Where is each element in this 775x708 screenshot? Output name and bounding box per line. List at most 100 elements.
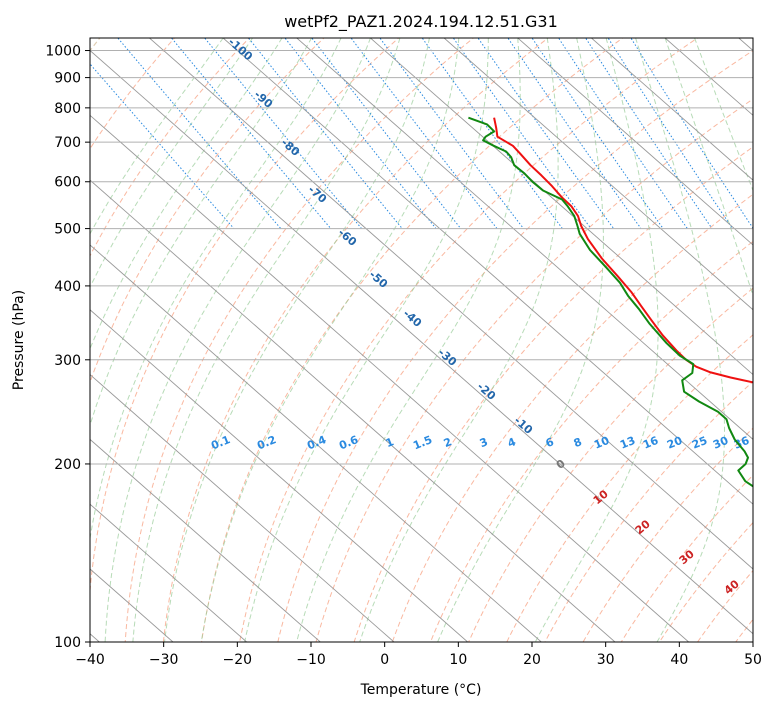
x-tick-label: 30 bbox=[597, 652, 615, 668]
moist-adiabat-line bbox=[90, 38, 312, 427]
dewpoint-profile-line bbox=[468, 116, 753, 488]
mixing-ratio-label: 20 bbox=[665, 434, 684, 452]
y-tick-label: 700 bbox=[54, 135, 81, 151]
dry-adiabat-line bbox=[506, 334, 753, 642]
isotherm-line bbox=[90, 373, 395, 642]
moist-adiabat-line bbox=[664, 38, 753, 298]
mixing-ratio-label: 36 bbox=[732, 434, 751, 452]
x-axis-ticks: −40 −30 −20 −10 0 10 20 30 40 50 bbox=[75, 642, 762, 668]
dry-adiabat-line bbox=[239, 38, 699, 642]
mixing-ratio-line bbox=[379, 38, 524, 229]
dry-adiabat-line bbox=[90, 38, 176, 150]
dry-adiabat-line bbox=[391, 193, 753, 642]
moist-adiabat-line bbox=[534, 38, 659, 642]
dry-adiabats bbox=[90, 36, 775, 653]
dry-adiabat-line bbox=[620, 474, 753, 642]
moist-adiabat-line bbox=[200, 38, 460, 642]
dry-adiabat-line bbox=[90, 38, 325, 384]
moist-adiabat-line bbox=[132, 38, 401, 642]
isotherm-line bbox=[90, 503, 248, 642]
dry-adiabat-line bbox=[201, 38, 624, 642]
mixing-ratio-line bbox=[452, 38, 592, 229]
y-axis-label: Pressure (hPa) bbox=[11, 290, 27, 390]
dry-adiabat-line bbox=[544, 380, 753, 642]
isotherm-line bbox=[443, 38, 753, 311]
moist-adiabat-line bbox=[90, 38, 283, 351]
dry-adiabat-line bbox=[766, 36, 775, 653]
y-tick-label: 900 bbox=[54, 71, 81, 87]
isotherm-line bbox=[148, 38, 753, 570]
y-tick-label: 500 bbox=[54, 222, 81, 238]
mixing-ratio-label: 16 bbox=[641, 434, 660, 452]
isotherm-line bbox=[222, 38, 753, 505]
x-tick-label: −30 bbox=[149, 652, 179, 668]
dry-adiabat-line bbox=[468, 287, 753, 642]
moist-adiabat-line bbox=[104, 38, 371, 642]
y-tick-label: 200 bbox=[54, 457, 81, 473]
mixing-ratio-line bbox=[558, 38, 688, 229]
mixing-ratio-label: 3 bbox=[478, 435, 490, 450]
mixing-ratio-line bbox=[630, 38, 753, 229]
mixing-ratio-line bbox=[477, 38, 614, 229]
mixing-ratio-label: 1 bbox=[384, 435, 396, 450]
dry-adiabat-line bbox=[353, 146, 753, 642]
x-tick-label: 40 bbox=[670, 652, 688, 668]
plot-frame bbox=[89, 37, 754, 643]
y-tick-label: 800 bbox=[54, 101, 81, 117]
mixing-ratio-label: 8 bbox=[572, 435, 584, 450]
mixing-ratio-line bbox=[311, 38, 461, 229]
y-tick-label: 600 bbox=[54, 175, 81, 191]
x-axis-label: Temperature (°C) bbox=[360, 682, 482, 698]
mixing-ratio-line bbox=[247, 38, 403, 229]
x-tick-label: −40 bbox=[75, 652, 105, 668]
isotherm-line bbox=[517, 38, 753, 246]
y-tick-label: 100 bbox=[54, 635, 81, 651]
mixing-ratio-lines bbox=[90, 38, 753, 229]
x-tick-label: 50 bbox=[744, 652, 762, 668]
temperature-profile-line bbox=[493, 117, 753, 384]
mixing-ratio-line bbox=[421, 38, 563, 229]
moist-adiabat-line bbox=[635, 38, 725, 642]
mixing-ratio-label: 10 bbox=[592, 434, 611, 452]
moist-adiabat-line bbox=[90, 38, 342, 542]
dry-adiabat-line bbox=[429, 240, 753, 642]
mixing-ratio-line bbox=[507, 38, 642, 229]
y-tick-label: 400 bbox=[54, 279, 81, 295]
y-tick-label: 1000 bbox=[45, 44, 81, 60]
mixing-ratio-label: 2 bbox=[442, 435, 454, 450]
x-tick-label: 0 bbox=[380, 652, 389, 668]
moist-adiabat-line bbox=[296, 38, 521, 642]
isotherm-line bbox=[90, 49, 753, 635]
isotherm-line bbox=[590, 38, 753, 181]
mixing-ratio-label: 25 bbox=[690, 434, 709, 452]
dry-adiabat-line bbox=[658, 521, 753, 642]
mixing-ratio-line bbox=[204, 38, 362, 229]
profile-series bbox=[468, 116, 753, 488]
x-tick-label: 10 bbox=[449, 652, 467, 668]
isobar-gridlines bbox=[90, 50, 753, 642]
moist-adiabat-line bbox=[437, 38, 604, 642]
isotherm-line bbox=[90, 309, 469, 642]
isotherm-line bbox=[90, 244, 543, 642]
chart-title: wetPf2_PAZ1.2024.194.12.51.G31 bbox=[284, 12, 558, 32]
dry-adiabat-line bbox=[90, 38, 400, 596]
dry-adiabat-line bbox=[315, 98, 753, 642]
moist-adiabat-line bbox=[164, 38, 430, 642]
mixing-ratio-label: 30 bbox=[711, 434, 730, 452]
plot-area: -100-90-80-70-60-50-40-30-20-100.1 0.2 0.4… bbox=[90, 36, 775, 653]
y-axis-ticks: 100 200 300 400 500 600 700 800 900 1000 bbox=[45, 44, 90, 651]
mixing-ratio-line bbox=[90, 63, 234, 229]
moist-adiabat-line bbox=[359, 38, 559, 642]
x-tick-label: −10 bbox=[296, 652, 326, 668]
x-tick-label: 20 bbox=[523, 652, 541, 668]
x-tick-label: −20 bbox=[223, 652, 253, 668]
mixing-ratio-line bbox=[117, 38, 281, 229]
y-tick-label: 300 bbox=[54, 353, 81, 369]
moist-adiabats bbox=[90, 38, 753, 642]
isotherm-line bbox=[90, 114, 690, 642]
isotherm-line bbox=[296, 38, 753, 440]
mixing-ratio-label: 13 bbox=[618, 434, 637, 452]
isotherm-line bbox=[90, 179, 616, 642]
isotherm-line bbox=[90, 438, 322, 642]
